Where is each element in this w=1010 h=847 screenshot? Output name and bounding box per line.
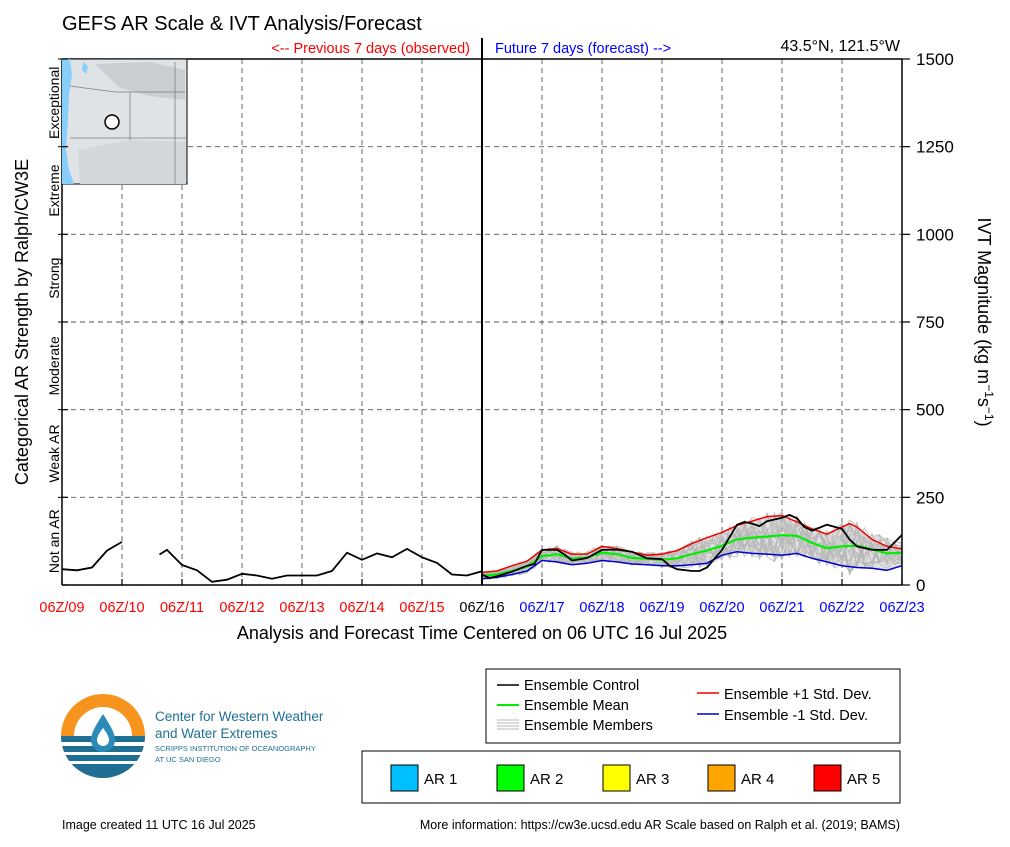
ensemble-control-line bbox=[481, 513, 903, 579]
state-borders bbox=[69, 62, 186, 184]
puget-sound bbox=[82, 62, 88, 74]
land-shading bbox=[95, 62, 185, 100]
more-info-text: More information: https://cw3e.ucsd.edu … bbox=[420, 818, 900, 832]
legend-members-swatch bbox=[497, 719, 519, 730]
ocean-shape bbox=[62, 59, 74, 184]
x-tick-label: 06Z/17 bbox=[519, 600, 564, 616]
y-tick-label: 750 bbox=[916, 313, 944, 332]
x-tick-label: 06Z/15 bbox=[399, 600, 444, 616]
left-axis-title: Categorical AR Strength by Ralph/CW3E bbox=[12, 159, 32, 485]
x-tick-label: 06Z/18 bbox=[579, 600, 624, 616]
x-tick-label: 06Z/19 bbox=[639, 600, 684, 616]
previous-days-label: <-- Previous 7 days (observed) bbox=[271, 41, 470, 57]
y-tick-label: 0 bbox=[916, 576, 925, 595]
location-inset-map bbox=[61, 58, 188, 185]
ar2-label: AR 2 bbox=[530, 771, 563, 788]
future-days-label: Future 7 days (forecast) --> bbox=[495, 41, 671, 57]
x-axis-title: Analysis and Forecast Time Centered on 0… bbox=[237, 623, 727, 643]
grid-lines bbox=[62, 59, 902, 585]
ar4-label: AR 4 bbox=[741, 771, 774, 788]
chart-title: GEFS AR Scale & IVT Analysis/Forecast bbox=[62, 13, 422, 35]
category-band-label: Strong bbox=[46, 258, 62, 299]
observed-ivt-line bbox=[61, 541, 123, 572]
series-lines bbox=[61, 513, 903, 583]
y-tick-label: 1500 bbox=[916, 50, 954, 69]
y-tick-label: 1000 bbox=[916, 225, 954, 244]
right-axis-title: IVT Magnitude (kg m−1s−1) bbox=[974, 217, 996, 426]
ar2-swatch bbox=[496, 764, 525, 792]
legend-members-label: Ensemble Members bbox=[524, 718, 653, 734]
y-tick-label: 1250 bbox=[916, 138, 954, 157]
category-band-label: Weak AR bbox=[46, 424, 62, 482]
location-marker-icon bbox=[104, 114, 120, 130]
ensemble-member-trace bbox=[481, 524, 903, 580]
x-tick-label: 06Z/09 bbox=[39, 600, 84, 616]
ar3-label: AR 3 bbox=[636, 771, 669, 788]
x-axis-ticks: 06Z/09 06Z/10 06Z/11 06Z/12 06Z/13 06Z/14 06Z/… bbox=[39, 579, 925, 616]
logo-line-1: Center for Western Weather bbox=[155, 709, 324, 724]
minus-std-line bbox=[481, 550, 903, 580]
ar3-swatch bbox=[602, 764, 631, 792]
location-label: 43.5°N, 121.5°W bbox=[780, 38, 900, 55]
x-tick-label: 06Z/21 bbox=[759, 600, 804, 616]
ar4-swatch bbox=[707, 764, 736, 792]
y-tick-label: 250 bbox=[916, 488, 944, 507]
category-band-label: Not an AR bbox=[46, 509, 62, 573]
x-tick-label: 06Z/11 bbox=[160, 600, 204, 616]
x-tick-label: 06Z/16 bbox=[459, 600, 504, 616]
cw3e-logo-icon bbox=[61, 694, 145, 778]
x-tick-label: 06Z/14 bbox=[339, 600, 384, 616]
category-bands: Not an AR Weak AR Moderate Strong Extreme Exc… bbox=[46, 58, 62, 573]
category-band-label: Moderate bbox=[46, 336, 62, 395]
legend-minus-label: Ensemble -1 Std. Dev. bbox=[724, 708, 868, 724]
ar1-label: AR 1 bbox=[424, 771, 457, 788]
ar5-label: AR 5 bbox=[847, 771, 880, 788]
category-band-label: Extreme bbox=[46, 164, 62, 216]
y-axis-ticks: 0 250 500 750 1000 1250 1500 bbox=[62, 50, 954, 595]
ensemble-mean-line bbox=[481, 534, 903, 577]
ar1-swatch bbox=[390, 764, 419, 792]
category-band-label: Exceptional bbox=[46, 67, 62, 139]
plus-std-line bbox=[481, 514, 903, 574]
member-traces bbox=[481, 510, 903, 581]
ar-category-legend: AR 1 AR 2 AR 3 AR 4 AR 5 bbox=[361, 750, 901, 804]
logo-line-2: and Water Extremes bbox=[155, 726, 278, 741]
ar5-swatch bbox=[813, 764, 842, 792]
logo-line-3: SCRIPPS INSTITUTION OF OCEANOGRAPHY bbox=[155, 744, 316, 753]
cw3e-logo: Center for Western Weather and Water Ext… bbox=[61, 694, 324, 778]
x-tick-label: 06Z/12 bbox=[219, 600, 264, 616]
x-tick-label: 06Z/13 bbox=[279, 600, 324, 616]
x-tick-label: 06Z/10 bbox=[99, 600, 144, 616]
image-created-text: Image created 11 UTC 16 Jul 2025 bbox=[62, 818, 256, 832]
legend-mean-label: Ensemble Mean bbox=[524, 698, 629, 714]
observed-ivt-line bbox=[159, 547, 483, 583]
x-tick-label: 06Z/22 bbox=[819, 600, 864, 616]
x-tick-label: 06Z/23 bbox=[879, 600, 924, 616]
logo-line-4: AT UC SAN DIEGO bbox=[155, 755, 221, 764]
land-shading-south bbox=[78, 140, 186, 184]
y-tick-label: 500 bbox=[916, 401, 944, 420]
legend-control-label: Ensemble Control bbox=[524, 678, 639, 694]
line-legend: Ensemble Control Ensemble Mean Ensemble … bbox=[485, 668, 901, 744]
legend-plus-label: Ensemble +1 Std. Dev. bbox=[724, 687, 872, 703]
x-tick-label: 06Z/20 bbox=[699, 600, 744, 616]
